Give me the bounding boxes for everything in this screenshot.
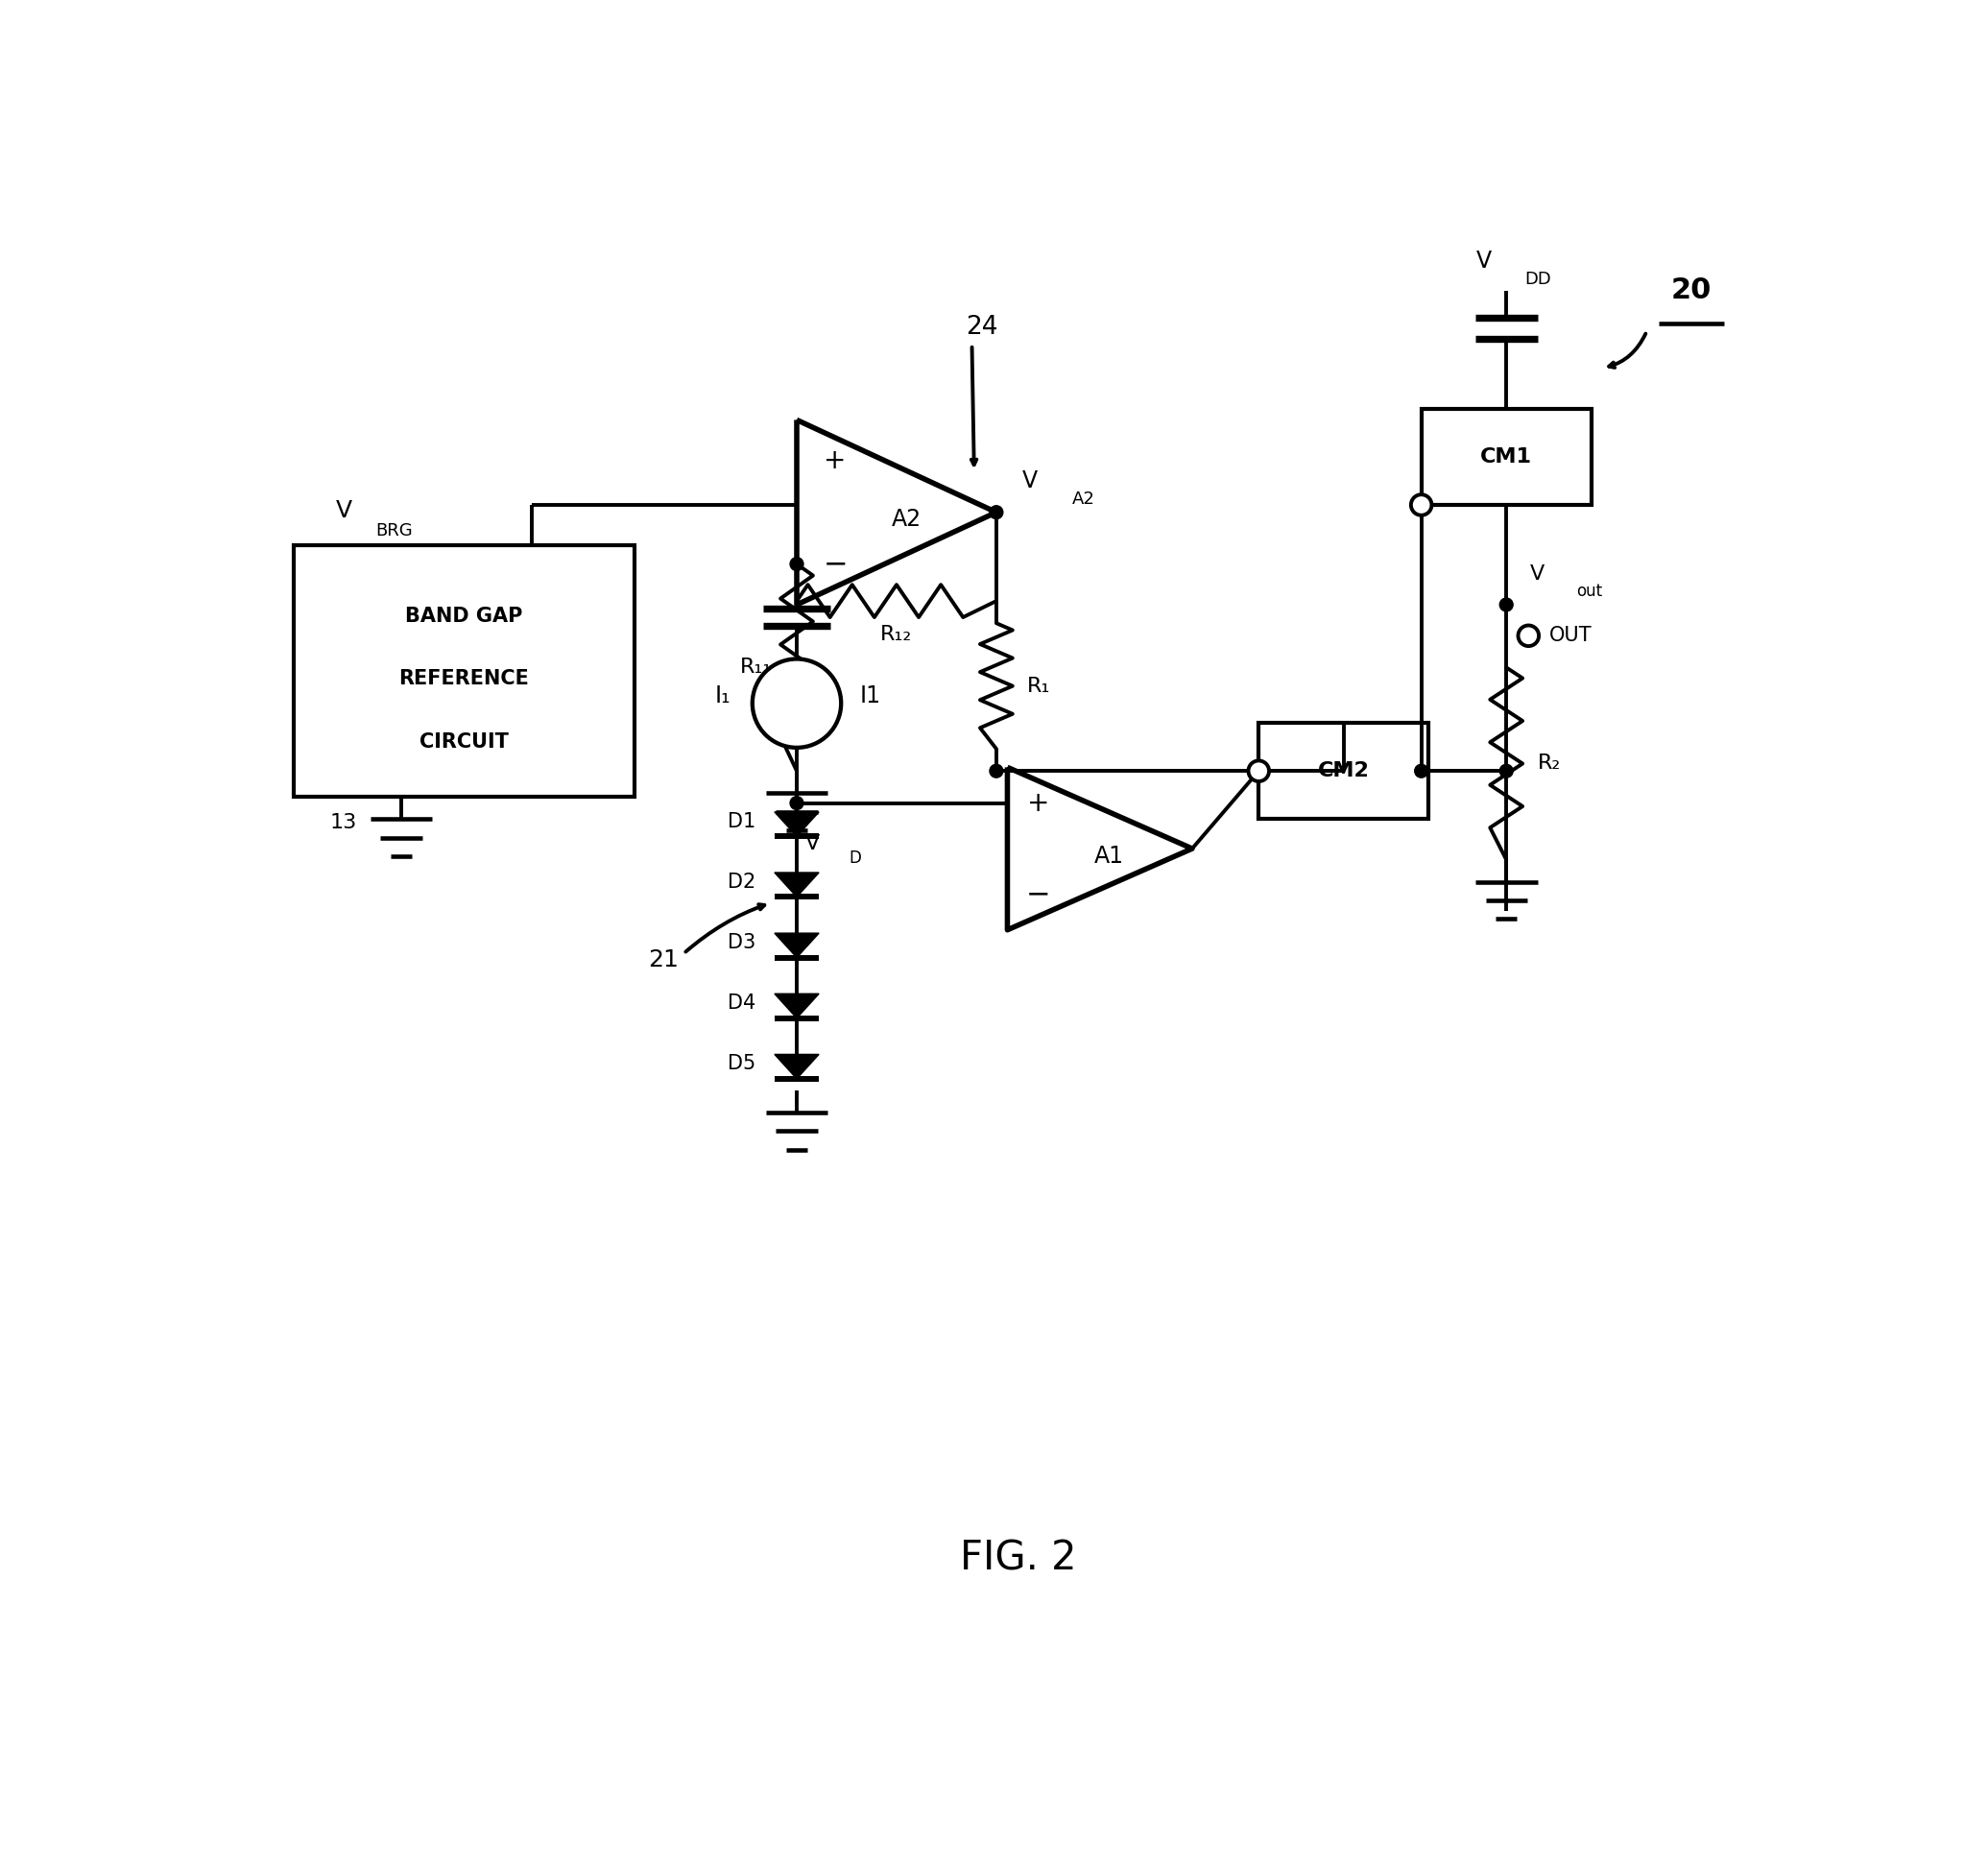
Text: +: + — [1028, 790, 1050, 816]
Circle shape — [990, 506, 1004, 519]
Circle shape — [789, 558, 803, 571]
Circle shape — [990, 764, 1004, 779]
Text: R₁₁: R₁₁ — [740, 657, 771, 678]
Text: D2: D2 — [728, 872, 755, 892]
Bar — [1258, 723, 1429, 820]
Text: BRG: BRG — [376, 523, 412, 540]
Text: CM1: CM1 — [1481, 448, 1533, 467]
Text: V: V — [336, 498, 352, 523]
Circle shape — [789, 797, 803, 810]
Text: A2: A2 — [1072, 491, 1095, 508]
Text: 20: 20 — [1670, 276, 1712, 304]
Text: R₂: R₂ — [1537, 754, 1561, 773]
Polygon shape — [775, 993, 819, 1018]
Text: CM2: CM2 — [1318, 762, 1370, 780]
Text: FIG. 2: FIG. 2 — [960, 1538, 1077, 1578]
Circle shape — [1499, 764, 1513, 779]
Text: R₁₂: R₁₂ — [881, 625, 912, 644]
Circle shape — [1415, 764, 1427, 779]
Text: CIRCUIT: CIRCUIT — [419, 732, 509, 751]
Polygon shape — [775, 812, 819, 836]
Text: 24: 24 — [966, 316, 998, 340]
Text: −: − — [1026, 879, 1052, 907]
Text: A1: A1 — [1093, 844, 1123, 868]
Text: R₁: R₁ — [1028, 676, 1052, 696]
Text: D: D — [849, 849, 861, 866]
Text: BAND GAP: BAND GAP — [406, 607, 523, 625]
Text: 13: 13 — [330, 814, 358, 833]
Text: +: + — [823, 446, 847, 474]
Bar — [1421, 409, 1590, 504]
Polygon shape — [775, 1055, 819, 1079]
Text: V: V — [1022, 470, 1038, 493]
Circle shape — [751, 659, 841, 747]
Text: D4: D4 — [728, 993, 755, 1014]
Text: D1: D1 — [728, 812, 755, 831]
Text: out: out — [1576, 583, 1602, 599]
Polygon shape — [775, 934, 819, 958]
Circle shape — [1411, 495, 1431, 515]
Text: V: V — [1475, 250, 1491, 273]
Text: DD: DD — [1525, 271, 1551, 288]
Polygon shape — [775, 872, 819, 896]
Text: I₁: I₁ — [716, 685, 732, 708]
Text: V: V — [805, 835, 821, 853]
Circle shape — [1499, 597, 1513, 611]
Circle shape — [1248, 760, 1268, 780]
Text: OUT: OUT — [1549, 625, 1592, 646]
Bar — [294, 545, 634, 797]
Text: D5: D5 — [728, 1055, 755, 1074]
Text: V: V — [1531, 564, 1545, 583]
Text: D3: D3 — [728, 934, 755, 952]
Text: I1: I1 — [861, 685, 881, 708]
Circle shape — [1519, 625, 1539, 646]
Text: A2: A2 — [891, 508, 922, 532]
Text: REFERENCE: REFERENCE — [400, 668, 529, 689]
Text: 21: 21 — [648, 948, 680, 971]
Text: −: − — [823, 551, 847, 579]
